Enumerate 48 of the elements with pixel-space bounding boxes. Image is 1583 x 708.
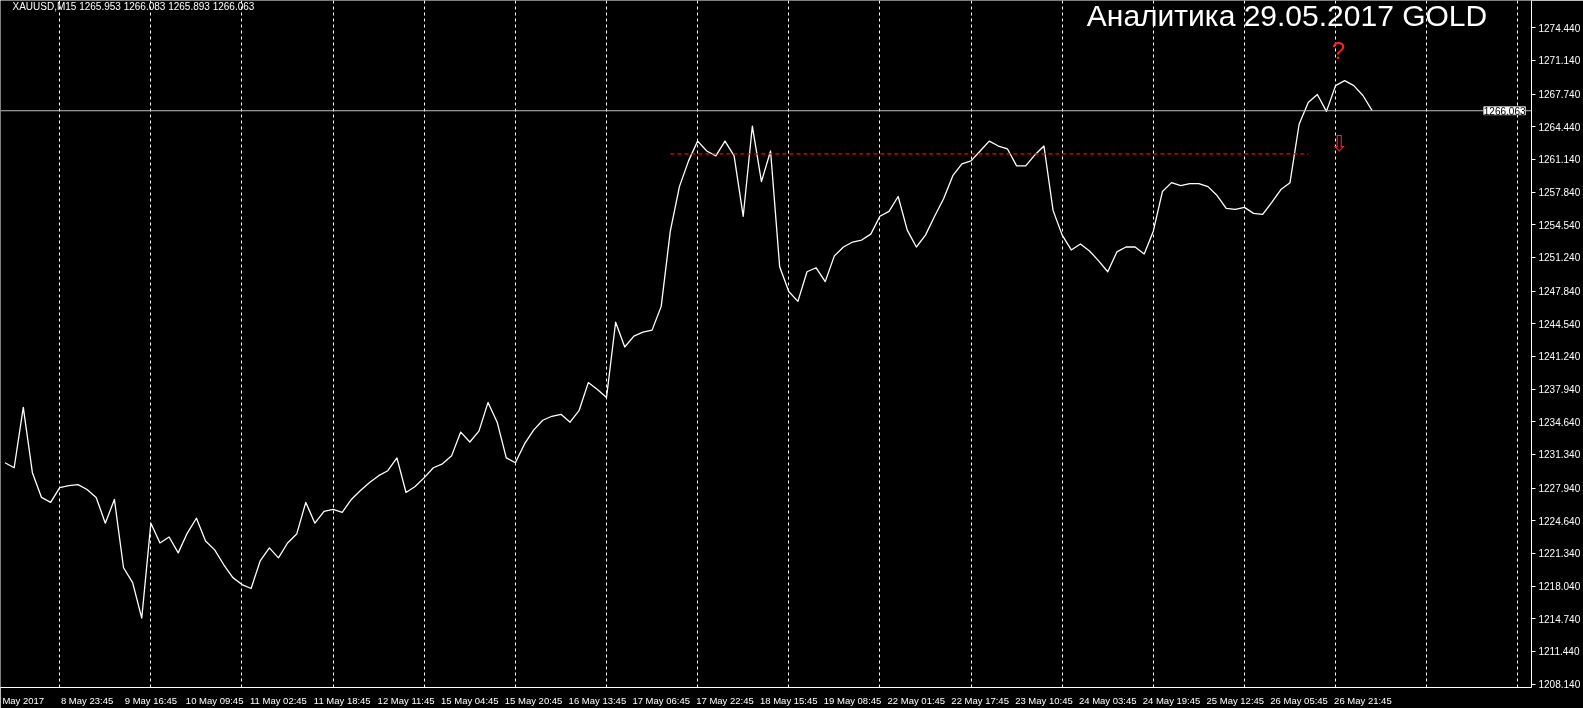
y-tick-label: 1221.340 xyxy=(1538,548,1581,560)
y-tick-label: 1247.840 xyxy=(1538,286,1581,298)
chart-title: Аналитика 29.05.2017 GOLD xyxy=(1086,0,1488,32)
y-tick-label: 1214.740 xyxy=(1538,613,1581,625)
x-tick-label: 17 May 06:45 xyxy=(632,694,690,706)
y-tick-label: 1261.140 xyxy=(1538,154,1581,166)
y-tick-label: 1264.440 xyxy=(1538,121,1581,133)
x-tick-label: 22 May 01:45 xyxy=(887,694,946,706)
x-tick-label: 24 May 03:45 xyxy=(1078,694,1137,706)
x-tick-label: 23 May 10:45 xyxy=(1015,694,1073,706)
x-tick-label: 17 May 22:45 xyxy=(696,694,754,706)
x-tick-label: 26 May 05:45 xyxy=(1270,694,1328,706)
y-tick-label: 1257.840 xyxy=(1538,187,1581,199)
y-tick-label: 1227.940 xyxy=(1538,483,1581,495)
y-tick-label: 1218.040 xyxy=(1538,581,1581,593)
x-tick-label: 8 May 23:45 xyxy=(60,694,114,706)
x-tick-label: 15 May 20:45 xyxy=(504,694,563,706)
x-tick-label: May 2017 xyxy=(2,694,45,706)
x-tick-label: 26 May 21:45 xyxy=(1334,694,1392,706)
y-tick-label: 1267.740 xyxy=(1538,89,1581,101)
x-tick-label: 18 May 15:45 xyxy=(760,694,818,706)
x-tick-label: 24 May 19:45 xyxy=(1142,694,1201,706)
y-tick-label: 1244.540 xyxy=(1538,318,1581,330)
annotation: XAUUSD,M15 1265.953 1266.083 1265.893 1266.063 xyxy=(12,0,255,12)
y-tick-label: 1251.240 xyxy=(1538,252,1581,264)
x-tick-label: 15 May 04:45 xyxy=(441,694,499,706)
annotation: ? xyxy=(1331,36,1346,64)
y-tick-label: 1274.440 xyxy=(1538,22,1581,34)
y-tick-label: 1208.140 xyxy=(1538,679,1581,691)
x-tick-label: 11 May 02:45 xyxy=(250,694,307,706)
y-tick-label: 1237.940 xyxy=(1538,384,1581,396)
y-tick-label: 1211.440 xyxy=(1538,646,1580,658)
ref-line-label: 1266.063 xyxy=(1483,105,1526,117)
x-tick-label: 22 May 17:45 xyxy=(951,694,1009,706)
y-tick-label: 1241.240 xyxy=(1538,351,1581,363)
x-tick-label: 19 May 08:45 xyxy=(823,694,882,706)
y-tick-label: 1254.540 xyxy=(1538,219,1581,231)
y-tick-label: 1271.140 xyxy=(1538,55,1581,67)
x-tick-label: 12 May 11:45 xyxy=(377,694,435,706)
x-tick-label: 25 May 12:45 xyxy=(1206,694,1265,706)
x-tick-label: 11 May 18:45 xyxy=(313,694,371,706)
y-tick-label: 1234.640 xyxy=(1538,416,1581,428)
y-tick-label: 1231.340 xyxy=(1538,449,1581,461)
x-tick-label: 10 May 09:45 xyxy=(185,694,244,706)
x-tick-label: 9 May 16:45 xyxy=(124,694,178,706)
x-tick-label: 16 May 13:45 xyxy=(568,694,627,706)
y-tick-label: 1224.640 xyxy=(1538,515,1581,527)
annotation: ⇩ xyxy=(1329,130,1348,156)
